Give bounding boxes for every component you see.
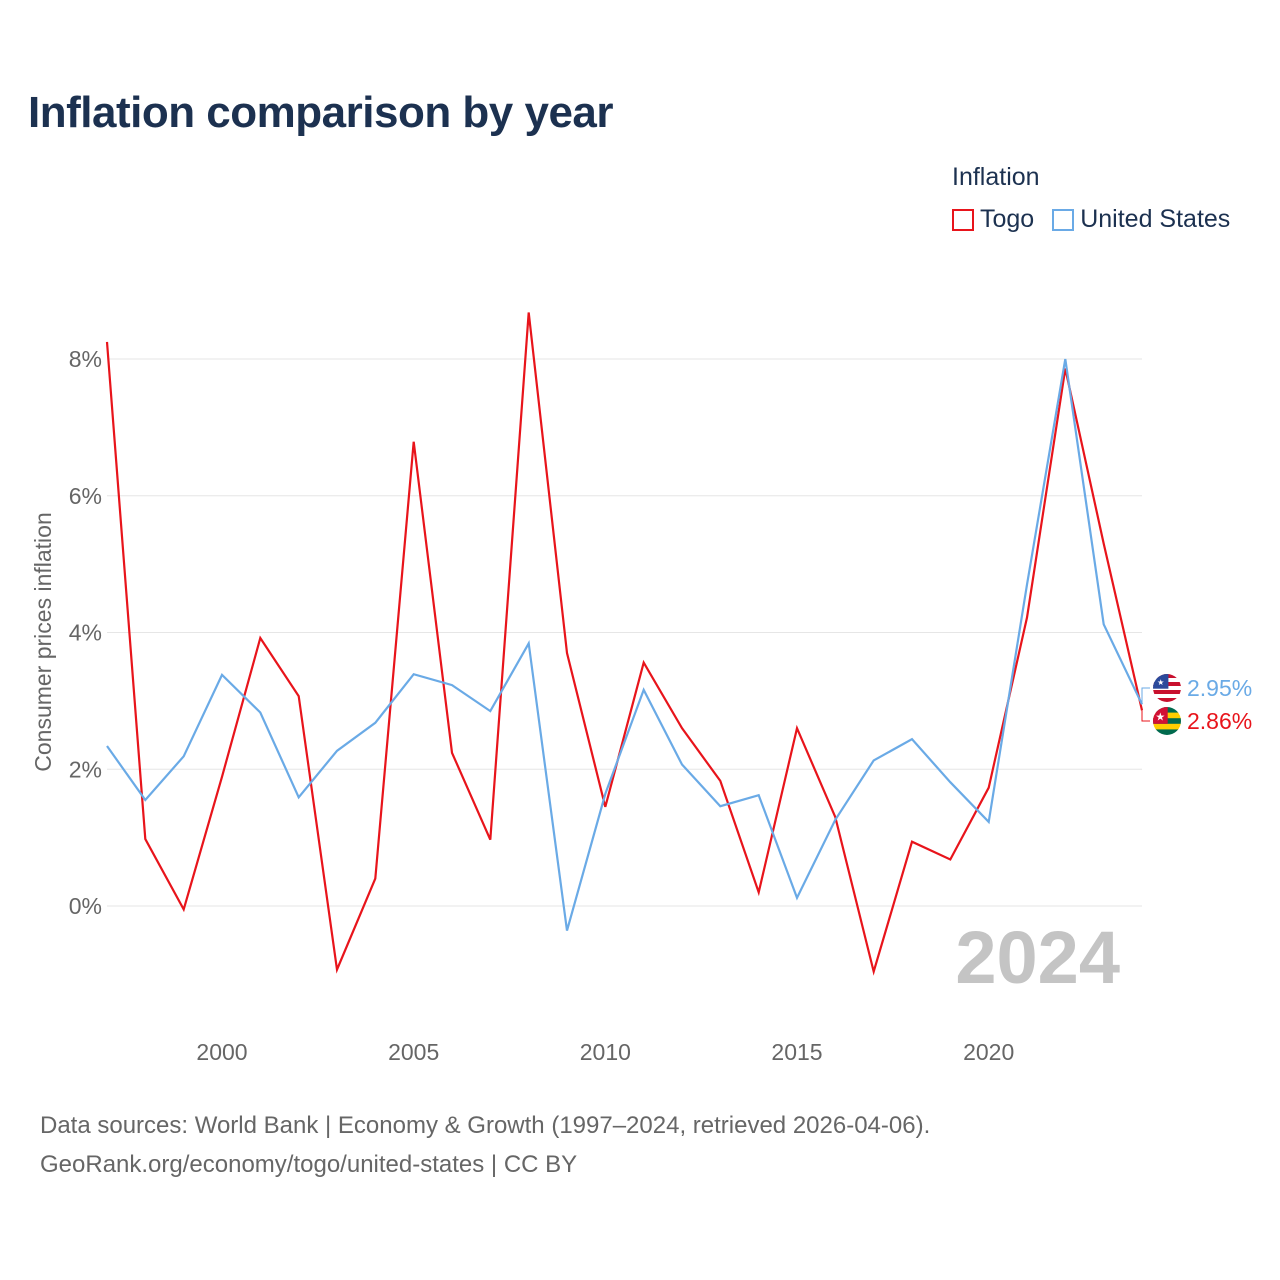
end-value-label: 2.86% <box>1187 708 1252 734</box>
y-tick-label: 2% <box>69 756 102 782</box>
end-value-label: 2.95% <box>1187 675 1252 701</box>
end-label-connector <box>1141 710 1150 722</box>
svg-text:★: ★ <box>1155 711 1165 723</box>
legend-label-togo: Togo <box>980 205 1035 233</box>
inflation-line-chart: 0% 2% 4% 6% 8% 2000 2005 2010 2015 2020 Consumer… <box>30 312 1252 1065</box>
y-tick-label: 8% <box>69 346 102 372</box>
series-line-togo[interactable] <box>105 312 1144 976</box>
series-line-united-states[interactable] <box>106 358 1143 931</box>
x-tick-label: 2005 <box>388 1039 439 1065</box>
source-line-1: Data sources: World Bank | Economy & Gro… <box>40 1112 931 1139</box>
legend-item-togo[interactable]: Togo <box>952 205 1034 234</box>
year-watermark: 2024 <box>955 916 1120 999</box>
y-tick-label: 4% <box>69 620 102 646</box>
grid-lines <box>107 358 1142 907</box>
y-axis-label: Consumer prices inflation <box>30 512 56 772</box>
y-tick-labels: 0% 2% 4% 6% 8% <box>69 346 102 919</box>
legend-title: Inflation <box>952 163 1040 191</box>
end-label-connector <box>1141 687 1150 705</box>
source-note: Data sources: World Bank | Economy & Gro… <box>40 1106 930 1184</box>
svg-text:★: ★ <box>1157 678 1164 687</box>
legend-swatch-togo <box>952 208 974 231</box>
legend-label-united-states: United States <box>1080 205 1231 233</box>
source-line-2[interactable]: GeoRank.org/economy/togo/united-states |… <box>40 1151 578 1178</box>
x-tick-label: 2000 <box>196 1039 247 1065</box>
x-tick-labels: 2000 2005 2010 2015 2020 <box>196 1039 1014 1065</box>
legend: Togo United States <box>952 205 1248 234</box>
y-tick-label: 6% <box>69 483 102 509</box>
series-lines <box>105 312 1144 976</box>
y-tick-label: 0% <box>69 893 102 919</box>
legend-swatch-united-states <box>1052 208 1075 231</box>
legend-item-united-states[interactable]: United States <box>1052 205 1230 234</box>
end-labels: ★ 2.86% ★ 2.95% <box>1141 674 1252 735</box>
x-tick-label: 2020 <box>963 1039 1014 1065</box>
x-tick-label: 2015 <box>771 1039 822 1065</box>
x-tick-label: 2010 <box>580 1039 631 1065</box>
togo-flag-icon: ★ <box>1153 707 1181 735</box>
us-flag-icon: ★ <box>1153 674 1181 702</box>
chart-title: Inflation comparison by year <box>28 88 614 137</box>
